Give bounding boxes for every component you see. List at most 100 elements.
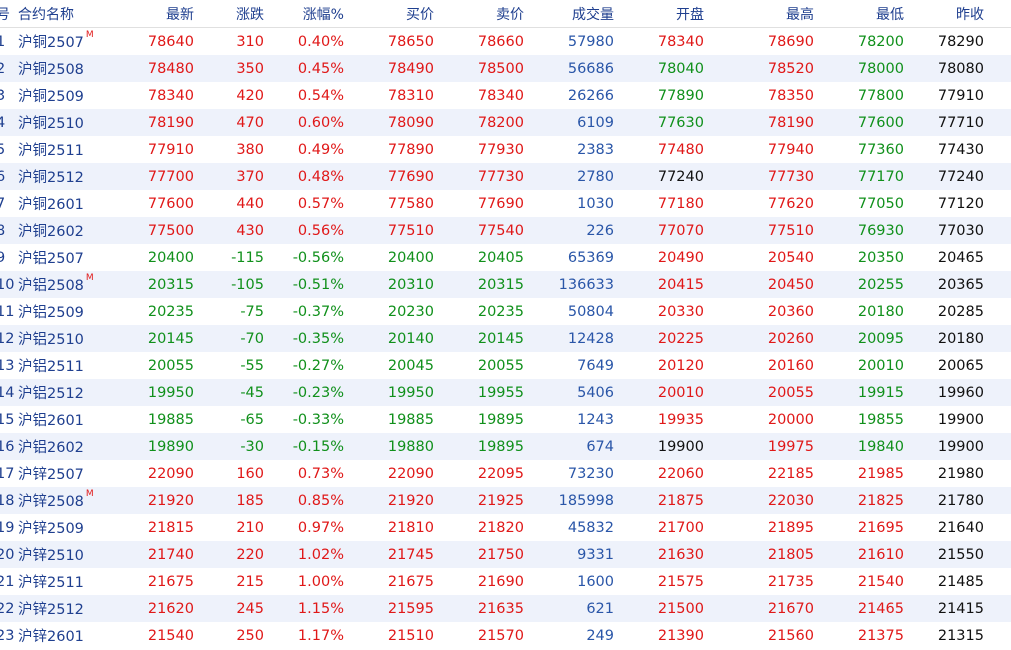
cell-volume: 136633 xyxy=(558,276,614,293)
cell-ask: 78660 xyxy=(477,33,524,50)
column-header-index[interactable]: 号 xyxy=(0,6,10,23)
cell-open: 21700 xyxy=(657,519,704,536)
table-row[interactable]: 9 沪铝2507 20400 -115 -0.56% 20400 20405 65369 204… xyxy=(0,244,1011,271)
table-row[interactable]: 4 沪铜2510 78190 470 0.60% 78090 78200 6109 77630 7… xyxy=(0,109,1011,136)
main-contract-badge: M xyxy=(85,30,94,40)
cell-low: 77050 xyxy=(857,195,904,212)
cell-volume: 2780 xyxy=(577,168,614,185)
cell-bid: 21675 xyxy=(387,573,434,590)
table-row[interactable]: 7 沪铜2601 77600 440 0.57% 77580 77690 1030 77180 7… xyxy=(0,190,1011,217)
table-row[interactable]: 6 沪铜2512 77700 370 0.48% 77690 77730 2780 77240 7… xyxy=(0,163,1011,190)
cell-high: 21670 xyxy=(767,600,814,617)
column-header-change[interactable]: 涨跌 xyxy=(236,6,264,23)
cell-low: 21985 xyxy=(857,465,904,482)
cell-change: -105 xyxy=(231,276,264,293)
cell-contract-name: 沪铜2509 xyxy=(18,85,118,106)
main-contract-badge: M xyxy=(85,273,94,283)
contract-name-text: 沪铝2508 xyxy=(18,278,84,294)
cell-ask: 77690 xyxy=(477,195,524,212)
cell-high: 21735 xyxy=(767,573,814,590)
cell-change-pct: -0.15% xyxy=(292,438,344,455)
cell-change: 250 xyxy=(236,627,264,644)
cell-change: 430 xyxy=(236,222,264,239)
table-row[interactable]: 2 沪铜2508 78480 350 0.45% 78490 78500 56686 78040… xyxy=(0,55,1011,82)
cell-prev-close: 20065 xyxy=(937,357,984,374)
table-row[interactable]: 10 沪铝2508 M 20315 -105 -0.51% 20310 20315 136633… xyxy=(0,271,1011,298)
table-row[interactable]: 19 沪锌2509 21815 210 0.97% 21810 21820 45832 2170… xyxy=(0,514,1011,541)
column-header-ask[interactable]: 卖价 xyxy=(496,6,524,23)
cell-ask: 78340 xyxy=(477,87,524,104)
cell-contract-name: 沪铝2512 xyxy=(18,382,118,403)
column-header-name[interactable]: 合约名称 xyxy=(18,6,74,23)
table-body: 1 沪铜2507 M 78640 310 0.40% 78650 78660 57980 7834… xyxy=(0,28,1011,649)
table-row[interactable]: 17 沪锌2507 22090 160 0.73% 22090 22095 73230 2206… xyxy=(0,460,1011,487)
cell-bid: 21745 xyxy=(387,546,434,563)
cell-index: 5 xyxy=(0,141,6,158)
cell-open: 77180 xyxy=(657,195,704,212)
cell-index: 9 xyxy=(0,249,6,266)
column-header-volume[interactable]: 成交量 xyxy=(572,6,614,23)
cell-change: -30 xyxy=(240,438,264,455)
cell-low: 78000 xyxy=(857,60,904,77)
table-row[interactable]: 14 沪铝2512 19950 -45 -0.23% 19950 19955 5406 2001… xyxy=(0,379,1011,406)
cell-prev-close: 21780 xyxy=(937,492,984,509)
cell-bid: 19950 xyxy=(387,384,434,401)
cell-volume: 5406 xyxy=(577,384,614,401)
table-row[interactable]: 11 沪铝2509 20235 -75 -0.37% 20230 20235 50804 203… xyxy=(0,298,1011,325)
column-header-latest[interactable]: 最新 xyxy=(166,6,194,23)
cell-ask: 21750 xyxy=(477,546,524,563)
cell-contract-name: 沪锌2507 xyxy=(18,463,118,484)
table-row[interactable]: 1 沪铜2507 M 78640 310 0.40% 78650 78660 57980 7834… xyxy=(0,28,1011,55)
cell-contract-name: 沪铝2511 xyxy=(18,355,118,376)
cell-volume: 12428 xyxy=(567,330,614,347)
cell-open: 22060 xyxy=(657,465,704,482)
cell-prev-close: 21315 xyxy=(937,627,984,644)
cell-volume: 73230 xyxy=(567,465,614,482)
column-header-open[interactable]: 开盘 xyxy=(676,6,704,23)
cell-volume: 57980 xyxy=(567,33,614,50)
cell-low: 21465 xyxy=(857,600,904,617)
table-row[interactable]: 13 沪铝2511 20055 -55 -0.27% 20045 20055 7649 2012… xyxy=(0,352,1011,379)
cell-change: 160 xyxy=(236,465,264,482)
cell-prev-close: 78290 xyxy=(937,33,984,50)
cell-change-pct: -0.56% xyxy=(292,249,344,266)
cell-contract-name: 沪铝2510 xyxy=(18,328,118,349)
cell-index: 22 xyxy=(0,600,15,617)
table-row[interactable]: 12 沪铝2510 20145 -70 -0.35% 20140 20145 12428 202… xyxy=(0,325,1011,352)
cell-ask: 20235 xyxy=(477,303,524,320)
cell-volume: 50804 xyxy=(567,303,614,320)
cell-contract-name: 沪铝2508 M xyxy=(18,274,118,295)
cell-change-pct: 1.00% xyxy=(297,573,344,590)
cell-high: 22185 xyxy=(767,465,814,482)
cell-ask: 21570 xyxy=(477,627,524,644)
table-row[interactable]: 15 沪铝2601 19885 -65 -0.33% 19885 19895 1243 1993… xyxy=(0,406,1011,433)
table-row[interactable]: 20 沪锌2510 21740 220 1.02% 21745 21750 9331 21630… xyxy=(0,541,1011,568)
table-row[interactable]: 22 沪锌2512 21620 245 1.15% 21595 21635 621 21500 2… xyxy=(0,595,1011,622)
table-row[interactable]: 16 沪铝2602 19890 -30 -0.15% 19880 19895 674 19900… xyxy=(0,433,1011,460)
column-header-bid[interactable]: 买价 xyxy=(406,6,434,23)
cell-open: 77480 xyxy=(657,141,704,158)
table-row[interactable]: 8 沪铜2602 77500 430 0.56% 77510 77540 226 77070 77… xyxy=(0,217,1011,244)
cell-ask: 20145 xyxy=(477,330,524,347)
contract-name-text: 沪铜2602 xyxy=(18,224,84,240)
cell-ask: 20055 xyxy=(477,357,524,374)
column-header-low[interactable]: 最低 xyxy=(876,6,904,23)
cell-low: 21825 xyxy=(857,492,904,509)
cell-high: 77620 xyxy=(767,195,814,212)
column-header-change-pct[interactable]: 涨幅% xyxy=(302,6,344,23)
cell-latest: 20235 xyxy=(147,303,194,320)
cell-contract-name: 沪锌2509 xyxy=(18,517,118,538)
cell-change: 185 xyxy=(236,492,264,509)
cell-change: 215 xyxy=(236,573,264,590)
table-row[interactable]: 23 沪锌2601 21540 250 1.17% 21510 21570 249 21390 2… xyxy=(0,622,1011,649)
column-header-high[interactable]: 最高 xyxy=(786,6,814,23)
table-row[interactable]: 5 沪铜2511 77910 380 0.49% 77890 77930 2383 77480 7… xyxy=(0,136,1011,163)
table-row[interactable]: 21 沪锌2511 21675 215 1.00% 21675 21690 1600 21575… xyxy=(0,568,1011,595)
cell-index: 7 xyxy=(0,195,6,212)
cell-prev-close: 77430 xyxy=(937,141,984,158)
cell-ask: 77930 xyxy=(477,141,524,158)
column-header-prev-close[interactable]: 昨收 xyxy=(956,6,984,23)
table-row[interactable]: 18 沪锌2508 M 21920 185 0.85% 21920 21925 185998 21… xyxy=(0,487,1011,514)
table-row[interactable]: 3 沪铜2509 78340 420 0.54% 78310 78340 26266 77890… xyxy=(0,82,1011,109)
cell-change: 420 xyxy=(236,87,264,104)
